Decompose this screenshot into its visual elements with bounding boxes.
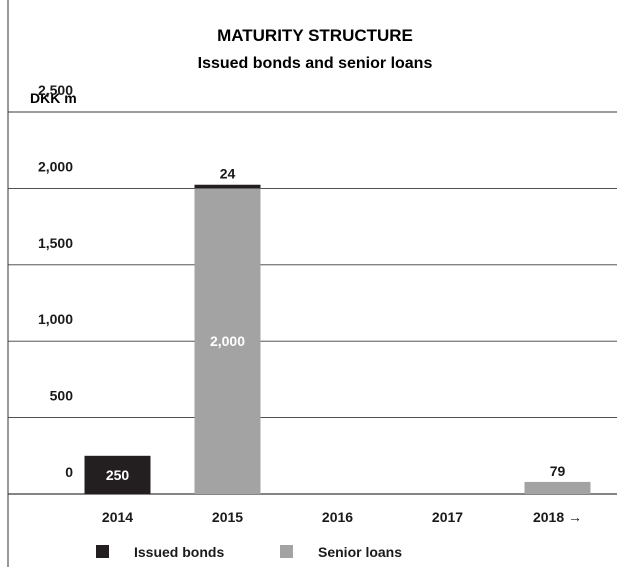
y-axis-unit-label: DKK m	[30, 90, 77, 106]
data-label: 24	[220, 166, 236, 182]
chart-subtitle: Issued bonds and senior loans	[198, 55, 433, 72]
y-tick-label: 0	[65, 464, 73, 480]
x-axis-ticks: 2014 2015 2016 2017 2018 →	[102, 509, 582, 525]
legend-label: Issued bonds	[134, 544, 224, 560]
data-label: 250	[106, 467, 130, 483]
chart-title: MATURITY STRUCTURE	[217, 26, 413, 45]
x-tick-label: 2016	[322, 509, 353, 525]
bar	[194, 188, 261, 494]
legend-label: Senior loans	[318, 544, 402, 560]
y-tick-label: 1,000	[38, 311, 73, 327]
y-tick-label: 2,500	[38, 82, 73, 98]
x-tick-label: 2017	[432, 509, 463, 525]
data-label: 79	[550, 463, 566, 479]
bar	[194, 184, 261, 189]
bar	[84, 455, 151, 494]
legend-swatch	[280, 545, 293, 558]
legend: Issued bonds Senior loans	[96, 544, 402, 560]
x-tick-label: 2018 →	[533, 509, 582, 525]
bars	[84, 184, 591, 494]
data-labels: 2,000 79 250 24	[106, 166, 566, 483]
data-label: 2,000	[210, 333, 245, 349]
legend-swatch	[96, 545, 109, 558]
y-tick-label: 500	[50, 388, 74, 404]
y-tick-label: 1,500	[38, 235, 73, 251]
y-tick-label: 2,000	[38, 158, 73, 174]
gridlines: 0 500 1,000 1,500 2,000 2,500	[8, 82, 617, 495]
x-tick-label: 2015	[212, 509, 243, 525]
x-tick-label: 2014	[102, 509, 133, 525]
bar	[524, 481, 591, 494]
